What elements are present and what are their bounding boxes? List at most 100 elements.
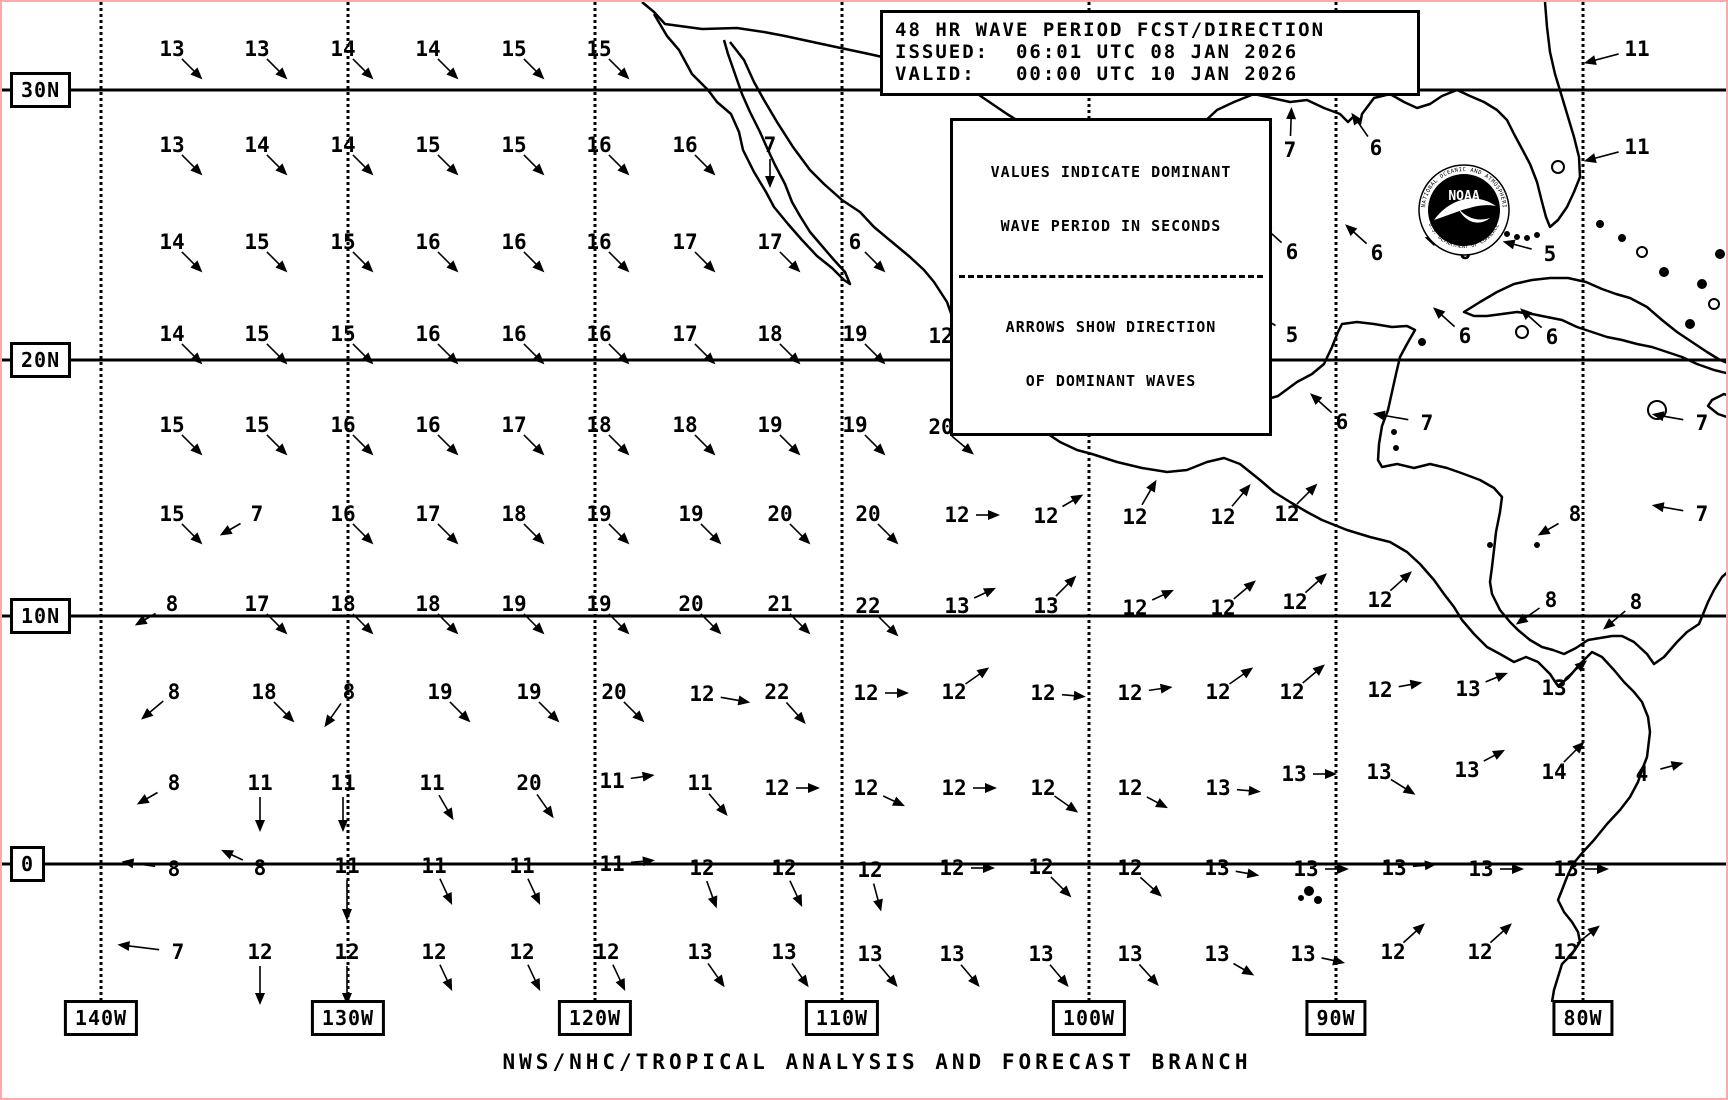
wave-period-value: 12 xyxy=(421,940,446,964)
wave-point: 16 xyxy=(672,133,716,176)
wave-direction-arrow xyxy=(255,966,265,1005)
wave-direction-arrow xyxy=(608,343,630,365)
wave-point: 8 xyxy=(134,592,178,626)
wave-period-value: 11 xyxy=(419,771,444,795)
wave-period-value: 6 xyxy=(849,230,862,254)
wave-direction-arrow xyxy=(352,613,374,635)
wave-period-value: 13 xyxy=(1281,762,1306,786)
wave-direction-arrow xyxy=(141,700,164,720)
wave-direction-arrow xyxy=(694,434,716,456)
wave-direction-arrow xyxy=(720,695,751,706)
wave-direction-arrow xyxy=(779,343,801,365)
wave-period-value: 8 xyxy=(168,771,181,795)
wave-point: 19 xyxy=(501,592,545,635)
wave-period-value: 12 xyxy=(853,681,878,705)
wave-period-value: 18 xyxy=(415,592,440,616)
wave-direction-arrow xyxy=(439,878,453,905)
wave-point: 16 xyxy=(415,322,459,365)
wave-direction-arrow xyxy=(523,251,545,273)
wave-point: 16 xyxy=(501,230,545,273)
wave-period-value: 12 xyxy=(1210,505,1235,529)
wave-point: 18 xyxy=(415,592,459,635)
wave-point: 6 xyxy=(1310,393,1348,434)
wave-period-value: 13 xyxy=(687,940,712,964)
wave-period-value: 12 xyxy=(1282,590,1307,614)
wave-period-value: 14 xyxy=(159,230,184,254)
wave-period-value: 12 xyxy=(1367,588,1392,612)
wave-period-value: 16 xyxy=(501,322,526,346)
wave-period-value: 18 xyxy=(672,413,697,437)
wave-direction-arrow xyxy=(960,964,980,987)
wave-period-value: 7 xyxy=(172,940,185,964)
wave-direction-arrow xyxy=(630,856,655,867)
lon-label-120w: 120W xyxy=(557,1000,633,1036)
wave-period-value: 14 xyxy=(415,37,440,61)
wave-period-value: 12 xyxy=(944,503,969,527)
wave-direction-arrow xyxy=(1660,761,1684,771)
wave-period-value: 7 xyxy=(764,133,777,157)
wave-point: 14 xyxy=(1541,741,1585,784)
wave-period-value: 20 xyxy=(601,680,626,704)
wave-direction-arrow xyxy=(623,701,645,723)
wave-point: 12 xyxy=(1210,580,1256,620)
wave-period-value: 14 xyxy=(330,37,355,61)
wave-direction-arrow xyxy=(181,343,203,365)
wave-point: 13 xyxy=(1454,749,1505,782)
wave-direction-arrow xyxy=(449,701,471,723)
wave-period-value: 13 xyxy=(771,940,796,964)
wave-period-value: 13 xyxy=(159,133,184,157)
legend-line-3: ARROWS SHOW DIRECTION xyxy=(1005,318,1217,336)
wave-period-value: 11 xyxy=(1624,37,1649,61)
wave-direction-arrow xyxy=(791,963,809,988)
wave-period-value: 13 xyxy=(1541,676,1566,700)
wave-period-value: 12 xyxy=(1117,856,1142,880)
wave-point: 20 xyxy=(855,502,899,545)
wave-point: 11 xyxy=(334,854,360,921)
wave-point: 8 xyxy=(1515,588,1557,625)
wave-direction-arrow xyxy=(538,701,560,723)
wave-period-value: 12 xyxy=(1467,940,1492,964)
wave-period-value: 13 xyxy=(1205,776,1230,800)
wave-period-value: 8 xyxy=(1569,502,1582,526)
wave-period-value: 6 xyxy=(1370,136,1383,160)
wave-direction-arrow xyxy=(437,613,459,635)
wave-direction-arrow xyxy=(1483,749,1505,762)
wave-direction-arrow xyxy=(1138,963,1159,986)
wave-direction-arrow xyxy=(1502,239,1532,250)
wave-direction-arrow xyxy=(352,343,374,365)
island xyxy=(1659,267,1669,277)
wave-direction-arrow xyxy=(1050,876,1072,898)
wave-direction-arrow xyxy=(1236,785,1261,796)
wave-point: 19 xyxy=(427,680,471,723)
wave-period-value: 13 xyxy=(244,37,269,61)
wave-direction-arrow xyxy=(1062,494,1084,508)
wave-point: 13 xyxy=(939,942,980,987)
wave-point: 19 xyxy=(842,413,886,456)
wave-period-value: 21 xyxy=(767,592,792,616)
wave-period-value: 20 xyxy=(767,502,792,526)
wave-direction-arrow xyxy=(1302,664,1325,684)
wave-direction-arrow xyxy=(523,523,545,545)
wave-period-value: 19 xyxy=(501,592,526,616)
wave-period-value: 19 xyxy=(427,680,452,704)
wave-direction-arrow xyxy=(437,434,459,456)
legend-line-4: OF DOMINANT WAVES xyxy=(1025,372,1197,390)
wave-point: 13 xyxy=(1366,760,1416,795)
wave-period-value: 11 xyxy=(330,771,355,795)
wave-point: 15 xyxy=(159,413,203,456)
wave-direction-arrow xyxy=(789,880,803,907)
wave-period-value: 12 xyxy=(1117,776,1142,800)
wave-point: 12 xyxy=(1467,923,1512,964)
wave-direction-arrow xyxy=(352,154,374,176)
coastline xyxy=(1462,276,1726,375)
wave-period-value: 15 xyxy=(244,230,269,254)
wave-direction-arrow xyxy=(1055,575,1077,597)
wave-direction-arrow xyxy=(864,251,886,273)
wave-direction-arrow xyxy=(266,343,288,365)
noaa-logo: NATIONAL OCEANIC AND ATMOSPHERIC ADMINIS… xyxy=(1418,164,1510,256)
island xyxy=(1618,234,1626,242)
wave-point: 15 xyxy=(244,322,288,365)
wave-direction-arrow xyxy=(1231,484,1251,507)
wave-period-value: 12 xyxy=(939,856,964,880)
